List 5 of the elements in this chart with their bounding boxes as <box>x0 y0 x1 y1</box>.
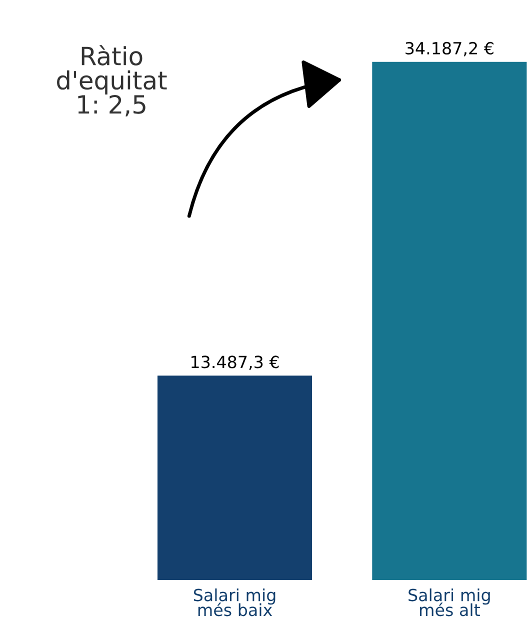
data-label: 13.487,3 € <box>192 356 279 370</box>
x-tick-label: Salari mig més alt <box>408 588 490 616</box>
annotation: Ràtio d'equitat 1: 2,5 <box>57 45 167 116</box>
data-label: 34.187,2 € <box>406 42 494 56</box>
x-tick-label: Salari mig més baix <box>194 588 276 616</box>
